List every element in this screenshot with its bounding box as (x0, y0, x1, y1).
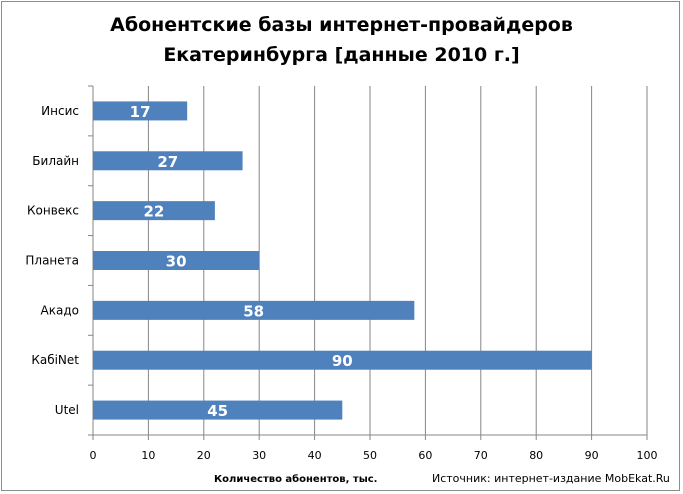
bar-2 (93, 201, 215, 221)
category-label-6: Utel (55, 403, 79, 417)
source-note: Источник: интернет-издание MobEkat.Ru (432, 472, 670, 485)
bar-3 (93, 251, 260, 270)
x-tick-label-50: 50 (363, 449, 377, 462)
x-tick-label-40: 40 (308, 449, 322, 462)
category-label-4: Акадо (41, 303, 79, 317)
value-label-6: 45 (207, 402, 228, 420)
chart-title-line-1: Абонентские базы интернет-провайдеров (110, 14, 573, 36)
x-tick-label-60: 60 (418, 449, 432, 462)
value-label-0: 17 (130, 103, 151, 121)
x-tick-label-90: 90 (585, 449, 599, 462)
category-label-5: КабiNet (31, 353, 79, 367)
x-tick-label-70: 70 (474, 449, 488, 462)
bar-6 (93, 400, 343, 420)
category-label-1: Билайн (32, 154, 79, 168)
value-label-5: 90 (332, 352, 353, 370)
x-tick-label-0: 0 (90, 449, 97, 462)
bar-5 (93, 350, 592, 370)
category-label-3: Планета (25, 254, 79, 268)
category-label-2: Конвекс (27, 204, 79, 218)
value-label-3: 30 (166, 253, 187, 271)
bar-1 (93, 151, 243, 171)
value-label-1: 27 (157, 153, 178, 171)
x-tick-label-10: 10 (141, 449, 155, 462)
chart-title-line-2: Екатеринбурга [данные 2010 г.] (163, 44, 520, 66)
bar-0 (93, 101, 188, 121)
x-axis-label: Количество абонентов, тыс. (214, 474, 378, 485)
x-tick-label-20: 20 (197, 449, 211, 462)
value-label-4: 58 (243, 302, 264, 320)
value-label-2: 22 (144, 203, 165, 221)
x-tick-label-100: 100 (637, 449, 658, 462)
x-tick-label-30: 30 (252, 449, 266, 462)
x-tick-label-80: 80 (529, 449, 543, 462)
category-label-0: Инсис (41, 104, 79, 118)
bar-4 (93, 300, 415, 320)
